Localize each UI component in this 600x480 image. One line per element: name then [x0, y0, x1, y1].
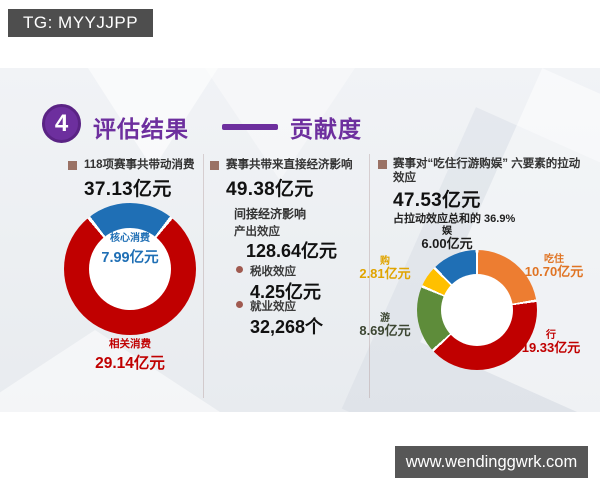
indirect-impact-header: 间接经济影响	[234, 207, 307, 221]
col1-total-value: 37.13亿元	[84, 179, 172, 200]
entertainment-segment-label: 娱 6.00亿元	[421, 226, 473, 251]
slide-canvas: 4 评估结果 贡献度 118项赛事共带动消费 37.13亿元 核心消费 7.99…	[0, 68, 600, 412]
consumption-donut-chart	[64, 203, 196, 335]
col2-heading: 赛事共带来直接经济影响	[226, 159, 353, 171]
tax-effect-value: 4.25亿元	[250, 282, 322, 302]
dot-bullet-icon	[236, 266, 243, 273]
title-dash-decoration	[222, 124, 278, 130]
shopping-segment-label: 购 2.81亿元	[359, 256, 411, 281]
square-bullet-icon	[378, 160, 387, 169]
col3-total-value: 47.53亿元	[393, 190, 481, 211]
col3-heading: 赛事对“吃住行游购娱” 六要素的拉动效应	[393, 158, 581, 184]
employment-effect-value: 32,268个	[250, 317, 324, 337]
six-factors-donut-chart	[417, 250, 537, 370]
core-consumption-label: 核心消费	[110, 233, 150, 244]
slide-subtitle: 贡献度	[290, 116, 362, 142]
tax-effect-label: 税收效应	[250, 266, 296, 278]
col2-direct-value: 49.38亿元	[226, 179, 314, 200]
donut-hole	[441, 274, 513, 346]
output-effect-value: 128.64亿元	[246, 241, 338, 261]
column-divider	[203, 154, 204, 398]
square-bullet-icon	[68, 161, 77, 170]
employment-effect-label: 就业效应	[250, 301, 296, 313]
slide-title: 评估结果	[93, 116, 189, 142]
core-consumption-value: 7.99亿元	[101, 250, 159, 266]
tour-segment-label: 游 8.69亿元	[359, 313, 411, 338]
website-watermark: www.wendinggwrk.com	[395, 446, 588, 478]
col1-heading: 118项赛事共带动消费	[84, 159, 195, 171]
food-lodging-segment-label: 吃住 10.70亿元	[524, 254, 584, 279]
dot-bullet-icon	[236, 301, 243, 308]
related-consumption-label: 相关消费	[109, 338, 151, 350]
donut1-inner-label: 核心消费 7.99亿元	[70, 228, 190, 267]
col3-share-note: 占拉动效应总和的 36.9%	[393, 213, 516, 225]
tg-watermark-badge: TG: MYYJJPP	[8, 9, 154, 37]
donut-hole	[89, 228, 171, 310]
section-number-badge: 4	[42, 104, 81, 143]
square-bullet-icon	[210, 161, 219, 170]
related-consumption-value: 29.14亿元	[95, 355, 165, 372]
column-divider	[369, 154, 370, 398]
travel-segment-label: 行 19.33亿元	[521, 330, 581, 355]
output-effect-label: 产出效应	[234, 226, 280, 238]
donut1-bottom-label: 相关消费 29.14亿元	[65, 336, 195, 373]
